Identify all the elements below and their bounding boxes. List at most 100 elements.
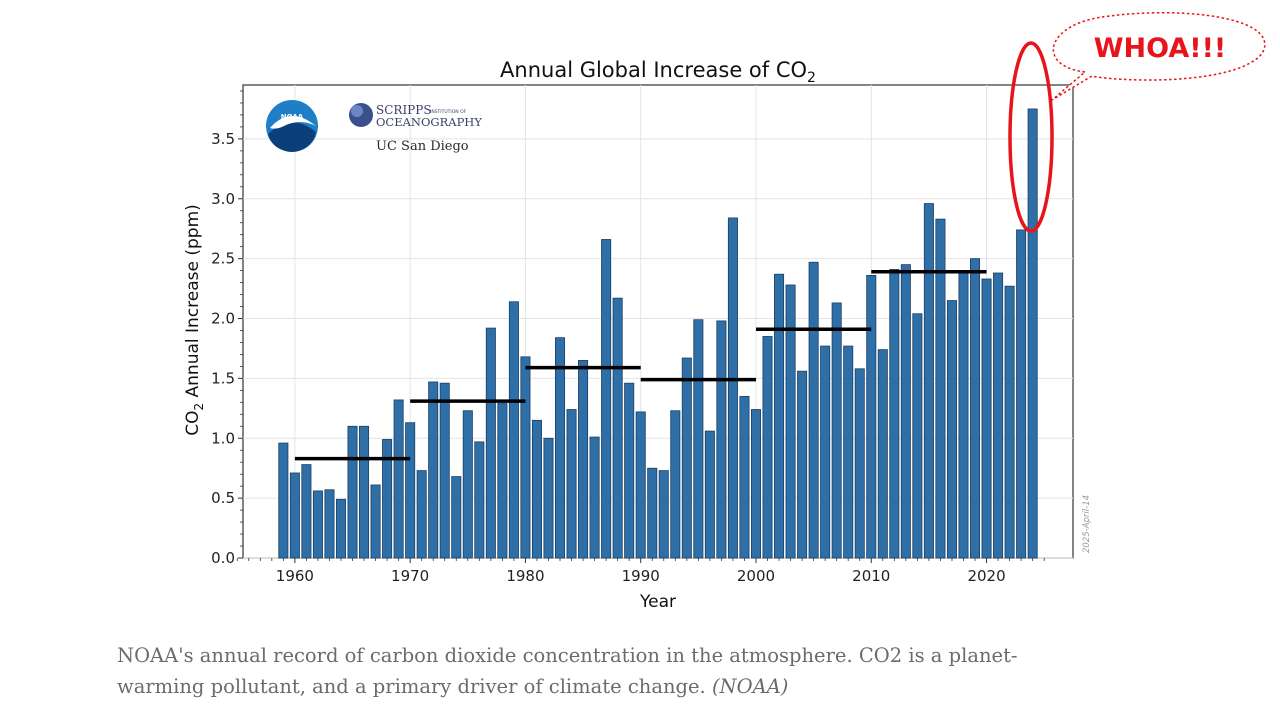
caption-text: NOAA's annual record of carbon dioxide c… [117,644,1018,698]
bar-1978 [497,403,508,559]
x-tick-label: 1960 [276,567,314,585]
x-axis-label: Year [639,592,676,612]
annotation-text: WHOA!!! [1094,33,1226,64]
bar-1991 [647,467,658,559]
scripps-small: INSTITUTION OF [430,109,467,115]
bar-2023 [1016,229,1027,559]
x-tick-label: 2020 [967,567,1005,585]
bar-2020 [981,278,992,559]
bar-2003 [785,284,796,559]
noaa-logo-text: NOAA [281,113,304,121]
bar-2024 [1027,108,1038,559]
x-tick-label: 1990 [622,567,660,585]
bar-1995 [693,319,704,559]
bar-1983 [555,337,566,559]
chart-title-subscript: 2 [807,70,816,86]
bar-1973 [439,382,450,559]
bar-1961 [301,464,312,559]
bar-1966 [359,425,370,559]
bar-2011 [877,349,888,559]
bar-2006 [820,345,831,559]
bar-2005 [808,261,819,559]
bar-1996 [704,430,715,559]
bar-2013 [900,264,911,559]
noaa-logo: NOAA [266,100,318,152]
bar-1975 [462,410,473,559]
bar-1969 [393,399,404,559]
bar-1981 [531,419,542,559]
bar-2001 [762,336,773,559]
speech-bubble [1051,11,1266,101]
x-tick-label: 1980 [506,567,544,585]
bar-2019 [970,258,981,559]
ucsd-text: UC San Diego [376,139,469,154]
scripps-line2: OCEANOGRAPHY [376,115,482,129]
logo-area: NOAA SCRIPPS INSTITUTION OF OCEANOGRAPHY… [266,100,482,154]
scripps-logo: SCRIPPS INSTITUTION OF OCEANOGRAPHY UC S… [349,103,482,154]
y-axis-label-suffix: Annual Increase (ppm) [183,204,203,403]
bar-1977 [485,327,496,559]
bar-1984 [566,409,577,559]
bar-1960 [289,472,300,559]
bar-1992 [658,470,669,559]
bar-1967 [370,484,381,559]
scripps-line1: SCRIPPS [376,103,432,117]
y-tick-label: 2.5 [211,250,235,268]
x-tick-label: 2000 [737,567,775,585]
y-tick-label: 3.0 [211,190,235,208]
bar-1999 [739,395,750,559]
bar-1994 [681,357,692,559]
y-tick-label: 1.0 [211,429,235,447]
bar-2004 [797,370,808,559]
y-axis-label-subscript: 2 [192,403,206,411]
y-tick-label: 0.5 [211,489,235,507]
bar-1993 [670,410,681,559]
y-tick-label: 0.0 [211,549,235,567]
bar-1971 [416,470,427,559]
bar-2010 [866,274,877,559]
x-tick-label: 2010 [852,567,890,585]
bar-1998 [727,217,738,559]
y-tick-label: 1.5 [211,369,235,387]
bar-2007 [831,302,842,559]
annotation: WHOA!!! [1008,11,1266,233]
bar-1997 [716,320,727,559]
y-axis-label: CO2 Annual Increase (ppm) [183,204,206,436]
bar-1979 [508,301,519,559]
bar-1963 [324,489,335,559]
bar-2017 [946,300,957,559]
bar-1972 [428,381,439,559]
y-axis-label-prefix: CO [183,411,203,436]
figure-caption: NOAA's annual record of carbon dioxide c… [117,640,1047,702]
highlight-ellipse [1008,41,1054,233]
bar-1982 [543,437,554,559]
bar-2012 [889,269,900,559]
bar-1990 [635,411,646,559]
date-stamp: 2025-April-14 [1082,495,1092,553]
bar-2015 [923,203,934,559]
bar-2009 [854,368,865,559]
decadal-average-layer [294,270,987,461]
bar-2022 [1004,285,1015,559]
bar-1989 [624,382,635,559]
bar-2018 [958,272,969,559]
bar-2008 [843,345,854,559]
bar-1976 [474,441,485,559]
bar-2002 [774,273,785,559]
bar-1987 [601,239,612,559]
bar-1964 [335,498,346,559]
bar-1988 [612,297,623,559]
bar-1959 [278,442,289,559]
y-tick-label: 2.0 [211,310,235,328]
bar-1980 [520,356,531,559]
bar-1962 [312,490,323,559]
bar-1965 [347,425,358,559]
bar-2021 [993,272,1004,559]
bar-1986 [589,436,600,559]
caption-credit: (NOAA) [711,675,789,698]
x-tick-label: 1970 [391,567,429,585]
bar-2016 [935,218,946,559]
bar-2014 [912,313,923,559]
bar-1974 [451,476,462,559]
